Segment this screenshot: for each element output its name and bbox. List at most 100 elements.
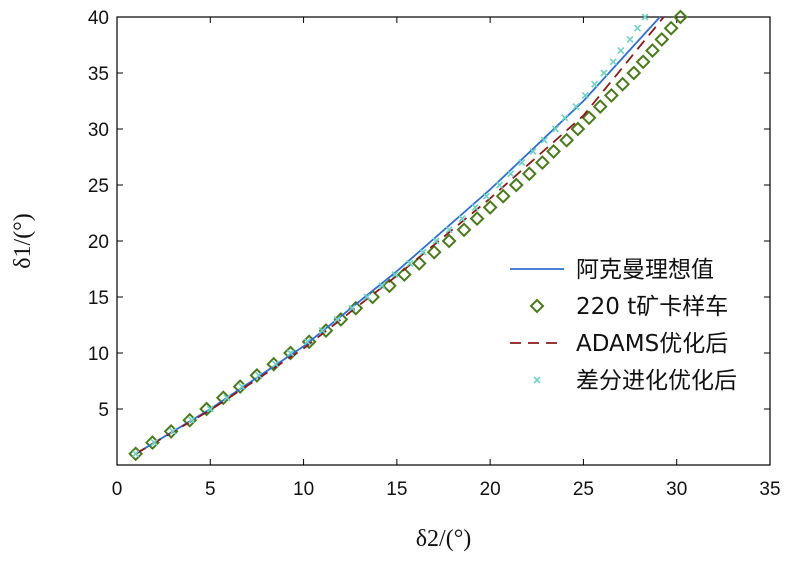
data-point-diamond xyxy=(635,54,651,70)
x-tick-label: 15 xyxy=(386,479,407,500)
data-point-diamond xyxy=(469,211,485,227)
data-point-diamond xyxy=(365,289,381,305)
data-point-x xyxy=(471,203,479,211)
x-axis-label: δ2/(°) xyxy=(416,526,472,552)
data-point-diamond xyxy=(333,311,349,327)
data-point-diamond xyxy=(456,222,472,238)
data-point-x xyxy=(529,147,537,155)
data-point-x xyxy=(318,327,326,335)
data-point-diamond xyxy=(570,121,586,137)
legend-label: 差分进化优化后 xyxy=(576,368,737,394)
data-point-diamond xyxy=(534,155,550,171)
data-point-diamond xyxy=(663,20,679,36)
data-point-diamond xyxy=(592,99,608,115)
data-point-x xyxy=(518,159,526,167)
data-point-diamond xyxy=(581,110,597,126)
data-point-x xyxy=(348,304,356,312)
axis-labels: δ2/(°) δ1/(°) xyxy=(10,213,471,552)
data-point-x xyxy=(609,58,617,66)
data-point-x xyxy=(507,170,515,178)
data-point-diamond xyxy=(603,87,619,103)
x-tick-label: 20 xyxy=(480,479,501,500)
data-point-diamond xyxy=(199,401,214,417)
data-point-diamond xyxy=(626,65,642,81)
data-point-x xyxy=(432,237,440,245)
data-point-x xyxy=(551,125,560,133)
data-point-diamond xyxy=(495,188,511,204)
data-point-x xyxy=(626,35,634,43)
y-tick-label: 40 xyxy=(88,8,109,29)
data-point-x xyxy=(188,416,196,424)
data-point-diamond xyxy=(381,278,397,294)
data-point-diamond xyxy=(615,76,631,92)
x-tick-label: 10 xyxy=(293,479,314,500)
y-axis-label: δ1/(°) xyxy=(10,213,36,269)
data-point-x xyxy=(561,114,569,122)
data-point-x xyxy=(591,80,599,88)
data-point-x xyxy=(223,394,231,402)
legend-label: ADAMS优化后 xyxy=(576,331,728,357)
axes: 0 5 10 15 20 25 30 35 5 10 15 20 25 30 35 40 xyxy=(88,8,781,500)
y-tick-label: 20 xyxy=(88,232,109,253)
data-point-x xyxy=(286,349,295,357)
data-point-diamond xyxy=(546,143,561,159)
data-point-x xyxy=(458,215,466,223)
x-tick-label: 0 xyxy=(112,479,123,500)
data-point-x xyxy=(206,405,214,413)
data-point-diamond xyxy=(508,177,524,193)
legend-swatch-marker xyxy=(529,298,545,314)
data-point-x xyxy=(641,13,649,21)
data-point-diamond xyxy=(215,390,231,406)
y-tick-label: 10 xyxy=(88,344,109,365)
data-point-x xyxy=(169,427,177,435)
data-point-diamond xyxy=(673,9,688,25)
data-point-diamond xyxy=(426,244,442,260)
data-point-diamond xyxy=(521,166,537,182)
data-point-x xyxy=(572,103,580,111)
data-point-x xyxy=(272,360,280,368)
data-point-x xyxy=(540,136,548,144)
data-point-diamond xyxy=(654,31,670,47)
y-tick-label: 35 xyxy=(88,64,109,85)
data-point-x xyxy=(406,259,414,267)
data-point-x xyxy=(617,47,625,55)
data-point-diamond xyxy=(411,255,427,271)
data-point-x xyxy=(391,271,399,279)
data-point-diamond xyxy=(396,267,412,283)
y-tick-label: 30 xyxy=(88,120,109,141)
legend-label: 220 t矿卡样车 xyxy=(576,294,728,320)
data-point-x xyxy=(238,383,246,391)
data-point-x xyxy=(150,439,158,447)
data-point-x xyxy=(482,192,490,200)
data-point-diamond xyxy=(283,345,298,361)
y-tick-label: 15 xyxy=(88,288,109,309)
legend-label: 阿克曼理想值 xyxy=(576,257,714,283)
data-point-x xyxy=(333,315,341,323)
x-tick-label: 25 xyxy=(573,479,594,500)
data-point-x xyxy=(303,338,311,346)
data-point-diamond xyxy=(348,300,364,316)
data-point-x xyxy=(378,282,386,290)
legend-swatch-marker xyxy=(533,376,541,384)
data-point-x xyxy=(419,248,427,256)
data-point-x xyxy=(581,91,589,99)
data-point-diamond xyxy=(441,233,457,249)
data-point-diamond xyxy=(645,43,660,59)
data-point-diamond xyxy=(559,132,575,148)
data-point-x xyxy=(495,181,504,189)
data-point-x xyxy=(445,226,453,234)
x-tick-label: 30 xyxy=(666,479,687,500)
x-tick-label: 35 xyxy=(759,479,780,500)
plot-area xyxy=(128,9,688,462)
data-point-x xyxy=(633,24,642,32)
data-point-x xyxy=(363,293,371,301)
y-tick-label: 25 xyxy=(88,176,109,197)
data-point-x xyxy=(255,371,263,379)
x-tick-label: 5 xyxy=(205,479,216,500)
data-point-x xyxy=(600,69,608,77)
data-point-diamond xyxy=(482,199,498,215)
data-point-diamond xyxy=(318,323,334,339)
y-tick-label: 5 xyxy=(98,400,109,421)
